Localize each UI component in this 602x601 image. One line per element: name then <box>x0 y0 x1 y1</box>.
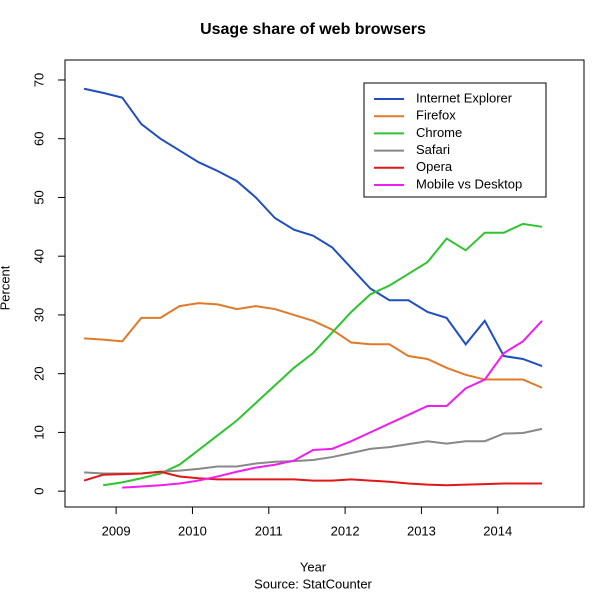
series-line <box>84 302 543 389</box>
y-tick-label: 10 <box>31 425 46 439</box>
x-tick-label: 2009 <box>102 523 131 538</box>
x-tick-label: 2012 <box>331 523 360 538</box>
legend-label: Opera <box>416 159 453 174</box>
x-tick-label: 2013 <box>407 523 436 538</box>
y-tick-label: 60 <box>31 131 46 145</box>
y-axis-label: Percent <box>0 265 12 310</box>
series-line <box>84 427 543 475</box>
x-tick-label: 2011 <box>255 523 283 538</box>
y-tick-label: 70 <box>31 73 46 87</box>
source: Source: StatCounter <box>254 576 372 591</box>
series-line <box>83 470 543 487</box>
legend-label: Internet Explorer <box>416 90 513 105</box>
x-tick-label: 2010 <box>178 523 207 538</box>
series-line <box>103 222 543 487</box>
series-line <box>83 87 543 367</box>
y-tick-label: 40 <box>31 249 46 263</box>
y-tick-label: 20 <box>31 366 46 380</box>
plot-frame <box>64 59 585 508</box>
x-tick-label: 2014 <box>483 523 512 538</box>
series-line <box>122 320 543 489</box>
legend-label: Safari <box>416 142 450 157</box>
y-tick-label: 50 <box>31 190 46 204</box>
y-tick-label: 30 <box>31 308 46 322</box>
chart-title: Usage share of web browsers <box>200 21 426 38</box>
legend-label: Firefox <box>416 108 456 123</box>
x-axis-label: Year <box>300 559 327 574</box>
y-tick-label: 0 <box>31 488 46 495</box>
legend-box <box>363 82 547 198</box>
legend-label: Mobile vs Desktop <box>416 176 522 191</box>
legend-label: Chrome <box>416 125 462 140</box>
